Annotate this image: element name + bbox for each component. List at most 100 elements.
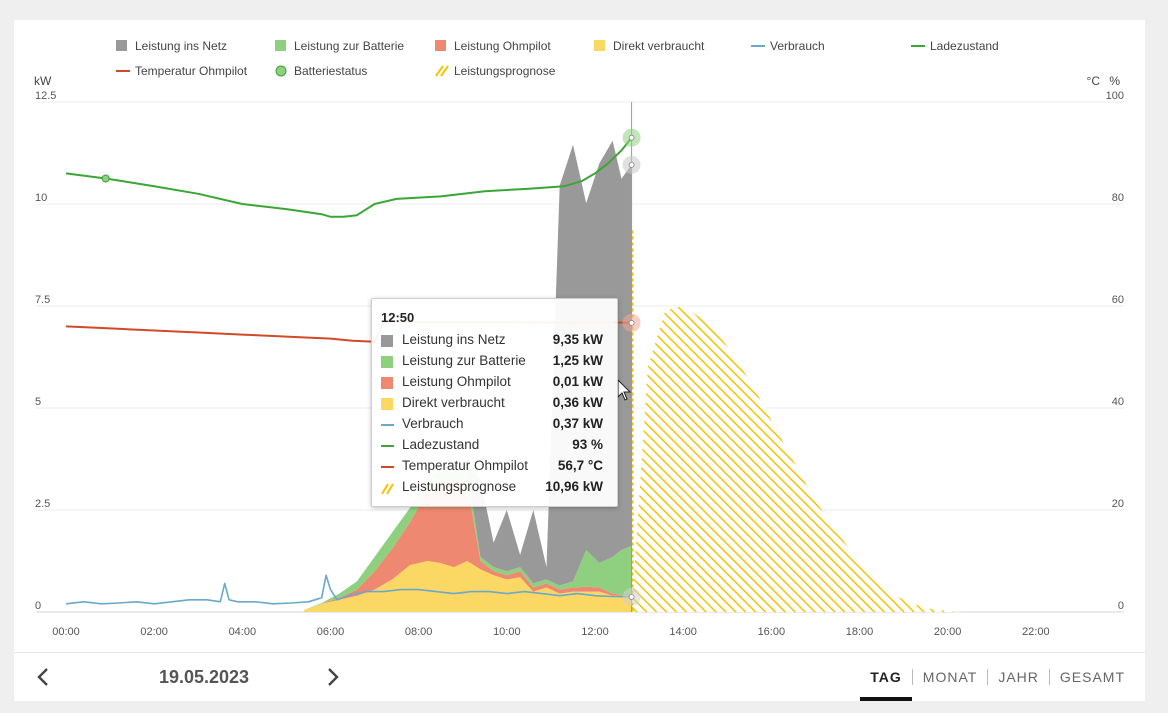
legend-label: Direkt verbraucht — [613, 39, 705, 53]
tooltip-value: 0,36 kW — [552, 395, 603, 410]
chevron-right-icon — [328, 668, 339, 686]
legend-swatch — [435, 40, 446, 51]
legend-item[interactable]: Leistung zur Batterie — [275, 39, 404, 53]
mouse-pointer-icon — [617, 378, 632, 401]
tooltip-row: Direkt verbraucht 0,36 kW — [381, 394, 611, 415]
chart-tooltip: 12:50 Leistung ins Netz 9,35 kW Leistung z… — [371, 298, 618, 507]
legend-item[interactable]: Leistungsprognose — [435, 64, 556, 78]
legend-swatch — [275, 65, 287, 77]
next-day-button[interactable] — [320, 665, 344, 689]
hover-marker-ladezustand-dot — [628, 134, 635, 141]
legend-item[interactable]: Ladezustand — [911, 39, 999, 53]
tooltip-label: Leistung ins Netz — [402, 332, 506, 347]
tooltip-label: Leistung zur Batterie — [402, 353, 526, 368]
tab-tag[interactable]: TAG — [860, 653, 912, 701]
legend-item[interactable]: Leistung Ohmpilot — [435, 39, 551, 53]
legend-swatch — [435, 65, 444, 77]
x-tick-label: 12:00 — [581, 626, 609, 638]
tooltip-value: 0,01 kW — [552, 374, 603, 389]
tooltip-value: 9,35 kW — [552, 332, 603, 347]
y-left-unit-label: kW — [34, 74, 52, 88]
chart-card: 0 2.5 5 7.5 10 12.5 0 20 40 60 80 100 kW °C% 00:00 02:0… — [14, 20, 1145, 652]
tab-monat[interactable]: MONAT — [922, 669, 978, 685]
tooltip-swatch — [381, 445, 394, 447]
legend-item[interactable]: Temperatur Ohmpilot — [116, 64, 248, 78]
y-right-tick-label: 100 — [1106, 90, 1124, 102]
tab-separator — [911, 669, 913, 685]
tooltip-value: 0,37 kW — [552, 416, 603, 431]
legend-item[interactable]: Batteriestatus — [275, 64, 367, 78]
tooltip-swatch — [381, 398, 393, 410]
y-left-tick-label: 2.5 — [35, 498, 50, 510]
y-left-tick-label: 7.5 — [35, 294, 50, 306]
legend-label: Leistung zur Batterie — [294, 39, 404, 53]
y-left-tick-label: 5 — [35, 396, 41, 408]
legend-label: Ladezustand — [930, 39, 999, 53]
tooltip-swatch — [381, 483, 394, 495]
tooltip-row: Temperatur Ohmpilot 56,7 °C — [381, 457, 611, 478]
tooltip-label: Direkt verbraucht — [402, 395, 505, 410]
y-right-tick-label: 40 — [1112, 396, 1124, 408]
y-right-unit-temperature: °C — [1087, 74, 1101, 88]
legend-label: Leistungsprognose — [454, 64, 556, 78]
x-tick-label: 00:00 — [52, 626, 80, 638]
x-tick-label: 04:00 — [229, 626, 257, 638]
legend-swatch — [116, 40, 127, 51]
y-right-tick-label: 80 — [1112, 192, 1124, 204]
tab-jahr[interactable]: JAHR — [998, 669, 1039, 685]
tab-separator — [987, 669, 989, 685]
tooltip-label: Leistungsprognose — [402, 479, 517, 494]
tooltip-label: Verbrauch — [402, 416, 464, 431]
area-prognose — [631, 306, 966, 612]
tooltip-label: Temperatur Ohmpilot — [402, 458, 529, 473]
y-left-tick-label: 10 — [35, 192, 47, 204]
area-batterie — [304, 467, 632, 610]
tab-gesamt[interactable]: GESAMT — [1059, 669, 1125, 685]
line-ladezustand — [65, 137, 633, 218]
tooltip-row: Verbrauch 0,37 kW — [381, 415, 611, 436]
tooltip-swatch — [381, 377, 393, 389]
date-navigation-bar: 19.05.2023 TAG MONAT JAHR GESAMT — [14, 652, 1145, 701]
tooltip-swatch — [381, 424, 394, 426]
y-right-tick-label: 20 — [1112, 498, 1124, 510]
tooltip-label: Ladezustand — [402, 437, 480, 452]
hover-marker-netz-dot — [628, 161, 635, 168]
tooltip-swatch — [381, 466, 394, 468]
previous-day-button[interactable] — [32, 665, 56, 689]
legend-item[interactable]: Verbrauch — [751, 39, 825, 53]
legend-label: Leistung Ohmpilot — [454, 39, 551, 53]
x-tick-label: 18:00 — [846, 626, 874, 638]
y-left-tick-label: 0 — [35, 600, 41, 612]
tooltip-value: 10,96 kW — [545, 479, 603, 494]
period-tabs: TAG MONAT JAHR GESAMT — [860, 653, 1135, 701]
area-ohmpilot — [304, 479, 632, 610]
legend-label: Leistung ins Netz — [135, 39, 227, 53]
tooltip-row: Leistung ins Netz 9,35 kW — [381, 331, 611, 352]
y-left-tick-label: 12.5 — [35, 90, 56, 102]
x-tick-label: 16:00 — [758, 626, 786, 638]
tooltip-row: Ladezustand 93 % — [381, 436, 611, 457]
tooltip-swatch — [381, 335, 393, 347]
line-verbrauch — [65, 574, 632, 605]
legend-item[interactable]: Direkt verbraucht — [594, 39, 705, 53]
x-tick-label: 02:00 — [140, 626, 168, 638]
legend-item[interactable]: Leistung ins Netz — [116, 39, 227, 53]
x-tick-label: 20:00 — [934, 626, 962, 638]
tooltip-value: 56,7 °C — [557, 458, 603, 473]
legend-label: Temperatur Ohmpilot — [135, 64, 248, 78]
chevron-left-icon — [37, 668, 48, 686]
x-tick-label: 08:00 — [405, 626, 433, 638]
tooltip-row: Leistung Ohmpilot 0,01 kW — [381, 373, 611, 394]
y-right-unit-percent: % — [1109, 74, 1120, 88]
tooltip-value: 93 % — [572, 437, 603, 452]
x-tick-label: 22:00 — [1022, 626, 1050, 638]
legend-swatch — [275, 40, 286, 51]
current-date[interactable]: 19.05.2023 — [158, 667, 250, 687]
x-tick-label: 06:00 — [317, 626, 345, 638]
legend-label: Verbrauch — [770, 39, 825, 53]
hover-marker-temperatur-dot — [628, 319, 635, 326]
tooltip-value: 1,25 kW — [552, 353, 603, 368]
y-right-tick-label: 0 — [1118, 600, 1124, 612]
area-direkt — [304, 561, 632, 612]
hover-marker-verbrauch-dot — [628, 594, 635, 600]
